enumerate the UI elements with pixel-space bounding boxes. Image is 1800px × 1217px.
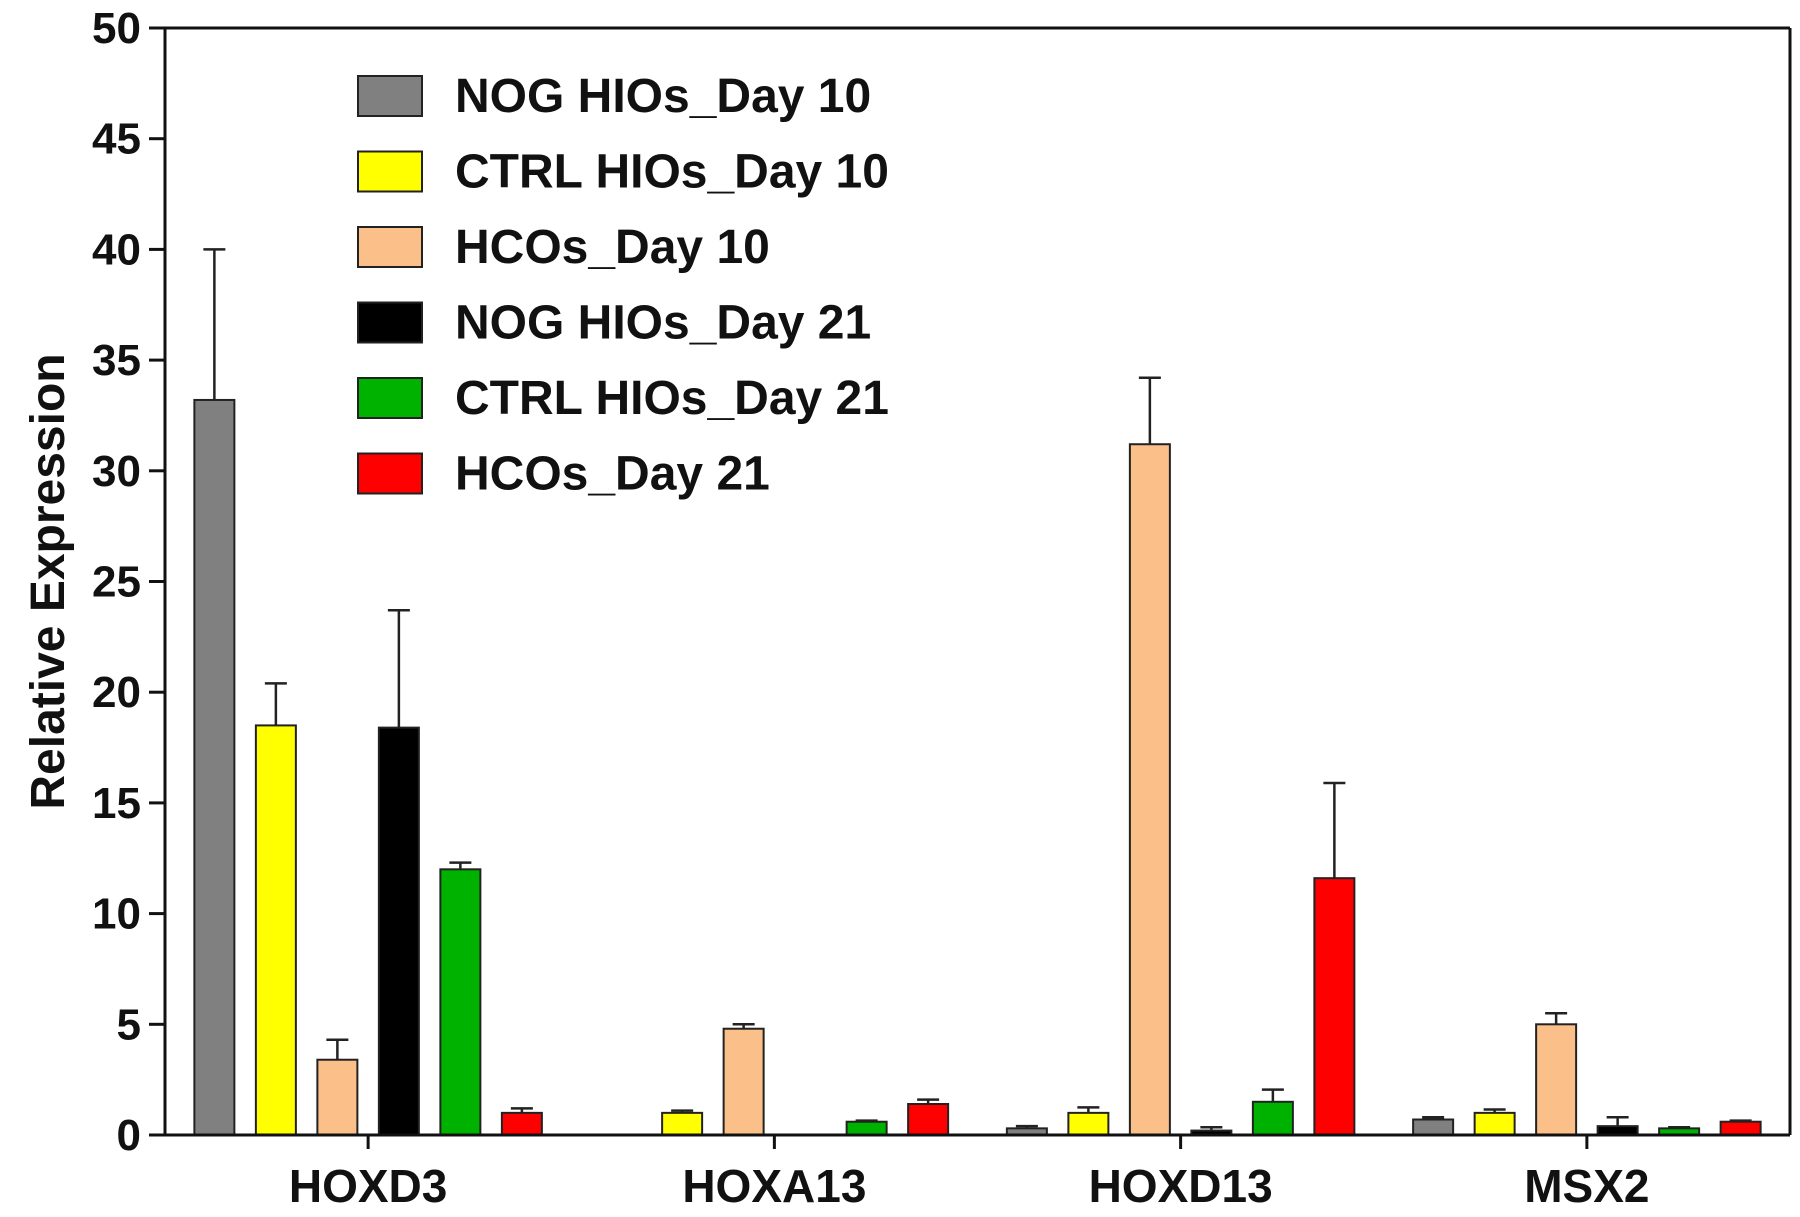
bar-hoxa13-series-2 [722, 1027, 765, 1137]
bar-hoxd13-series-1 [1067, 1111, 1110, 1136]
bar-msx2-series-5 [1719, 1120, 1762, 1136]
x-category-label: HOXD3 [289, 1160, 447, 1212]
legend-label: NOG HIOs_Day 10 [455, 70, 871, 123]
y-tick-label: 40 [92, 225, 141, 274]
y-axis-title: Relative Expression [22, 353, 75, 809]
y-tick-label: 0 [117, 1111, 141, 1160]
bar-hoxa13-series-1 [661, 1111, 704, 1136]
bars [193, 248, 1762, 1137]
bar-hoxd3-series-1 [254, 724, 297, 1136]
bar-hoxd13-series-5 [1313, 877, 1356, 1137]
y-tick-label: 5 [117, 1000, 141, 1049]
legend-swatch [357, 452, 423, 495]
y-tick-label: 35 [92, 336, 141, 385]
legend-label: HCOs_Day 21 [455, 448, 770, 501]
legend-label: HCOs_Day 10 [455, 221, 770, 274]
bar-hoxd3-series-2 [316, 1058, 359, 1136]
bar-hoxd13-series-2 [1128, 443, 1171, 1136]
legend-swatch [357, 301, 423, 344]
legend-swatch [357, 75, 423, 117]
legend-label: CTRL HIOs_Day 21 [455, 372, 889, 425]
y-axis-ticks: 0 5 10 15 20 25 30 35 40 45 50 [92, 4, 165, 1160]
y-tick-label: 10 [92, 890, 141, 939]
bar-msx2-series-1 [1473, 1111, 1516, 1136]
y-tick-label: 20 [92, 668, 141, 717]
y-tick-label: 45 [92, 115, 141, 164]
y-tick-label: 30 [92, 447, 141, 496]
bar-hoxd3-series-4 [439, 868, 482, 1136]
bar-hoxd3-series-5 [500, 1111, 543, 1136]
legend-label: CTRL HIOs_Day 10 [455, 146, 889, 199]
bar-hoxa13-series-5 [907, 1103, 950, 1137]
bar-hoxa13-series-4 [845, 1120, 888, 1136]
y-tick-label: 50 [92, 4, 141, 53]
y-tick-label: 15 [92, 779, 141, 828]
legend-label: NOG HIOs_Day 21 [455, 297, 871, 350]
bar-msx2-series-2 [1535, 1023, 1578, 1137]
x-category-label: MSX2 [1524, 1160, 1649, 1212]
legend: NOG HIOs_Day 10 CTRL HIOs_Day 10 HCOs_Day … [357, 70, 889, 501]
bar-msx2-series-0 [1412, 1118, 1455, 1136]
bar-hoxd3-series-3 [377, 726, 420, 1137]
x-axis-category-labels: HOXD3 HOXA13 HOXD13 MSX2 [289, 1135, 1650, 1212]
legend-swatch [357, 150, 423, 193]
bar-hoxd3-series-0 [193, 398, 236, 1136]
bar-hoxd13-series-4 [1251, 1100, 1294, 1137]
legend-swatch [357, 226, 423, 268]
y-tick-label: 25 [92, 558, 141, 607]
x-category-label: HOXD13 [1089, 1160, 1273, 1212]
legend-swatch [357, 377, 423, 419]
x-category-label: HOXA13 [682, 1160, 866, 1212]
